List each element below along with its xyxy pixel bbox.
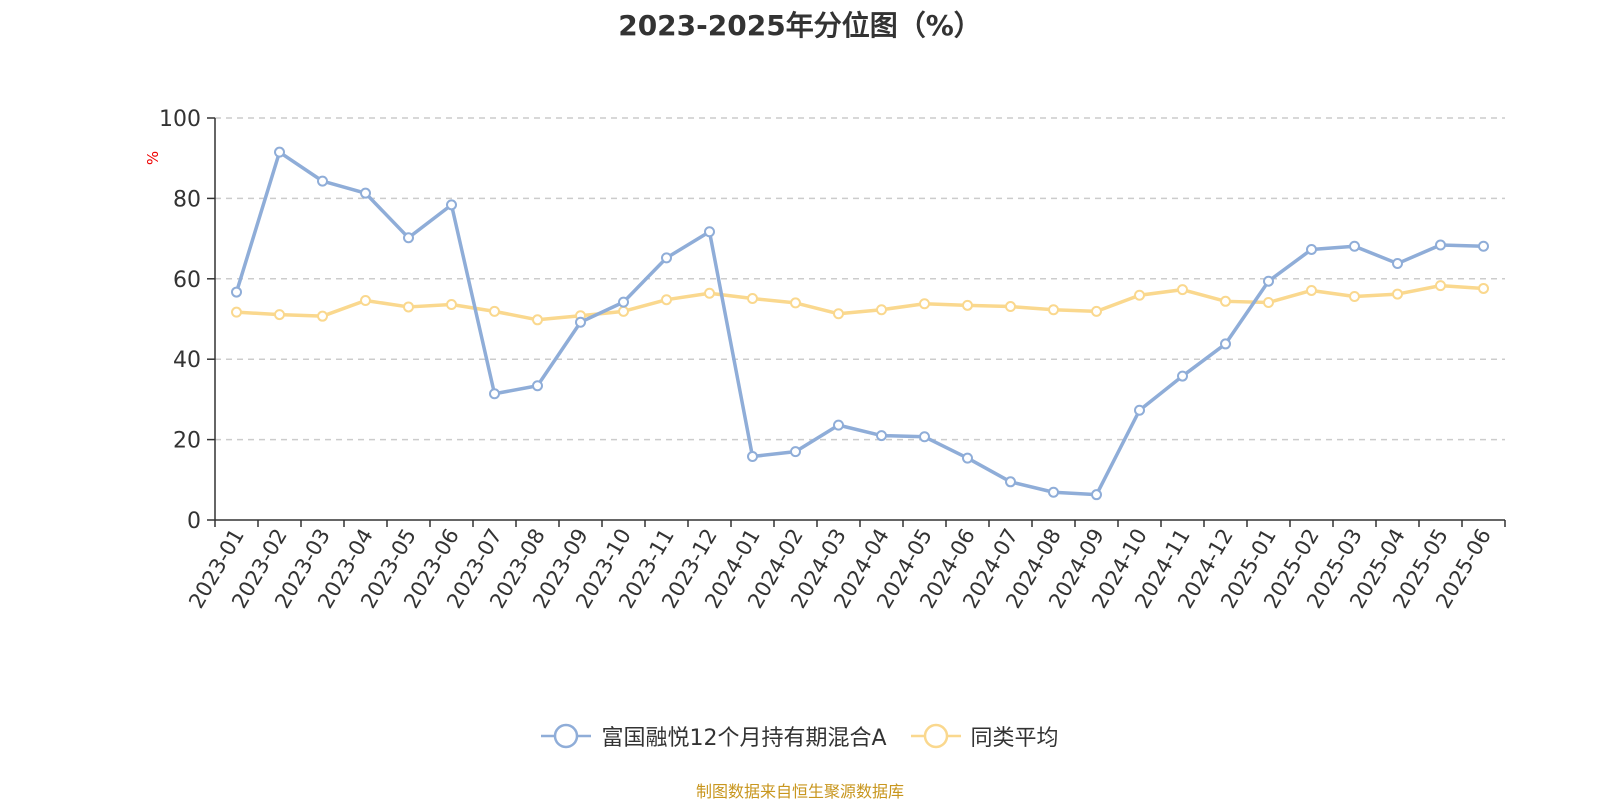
- data-point-series-1: [575, 316, 586, 328]
- series-line-1: [234, 150, 1484, 497]
- data-point-series-2: [704, 287, 715, 299]
- y-tick-label: 80: [173, 187, 201, 212]
- data-point-series-2: [360, 295, 371, 307]
- y-tick-label: 0: [187, 509, 201, 534]
- data-point-series-2: [231, 306, 242, 318]
- data-point-series-2: [833, 308, 844, 320]
- legend-swatch-marker: [923, 723, 948, 749]
- data-point-series-1: [618, 296, 629, 308]
- data-point-series-1: [1134, 404, 1145, 416]
- data-point-series-2: [317, 310, 328, 322]
- data-point-series-1: [1478, 240, 1489, 252]
- data-point-series-1: [1005, 476, 1016, 488]
- data-point-series-2: [1091, 305, 1102, 317]
- data-point-series-1: [790, 446, 801, 458]
- y-tick-label: 60: [173, 268, 201, 293]
- data-point-series-2: [489, 305, 500, 317]
- data-point-series-2: [1177, 284, 1188, 296]
- data-point-series-1: [274, 146, 285, 158]
- data-point-series-2: [1048, 304, 1059, 316]
- data-point-series-2: [1306, 284, 1317, 296]
- legend-swatch-marker: [554, 723, 579, 749]
- data-point-series-2: [403, 301, 414, 313]
- data-point-series-1: [1435, 239, 1446, 251]
- data-point-series-2: [876, 304, 887, 316]
- data-point-series-2: [1349, 290, 1360, 302]
- data-point-series-2: [919, 298, 930, 310]
- legend-swatch-series-1: [541, 723, 592, 749]
- legend-swatch-series-2: [910, 723, 961, 749]
- y-axis-label: %: [144, 151, 162, 165]
- series-line-2: [236, 283, 1484, 322]
- data-point-series-1: [833, 419, 844, 431]
- data-point-series-2: [1478, 282, 1489, 294]
- legend-label-series-1: 富国融悦12个月持有期混合A: [601, 726, 887, 751]
- y-tick-label: 40: [173, 348, 201, 373]
- data-point-series-1: [1091, 489, 1102, 501]
- data-point-series-2: [790, 297, 801, 309]
- data-point-series-2: [1435, 280, 1446, 292]
- data-point-series-1: [360, 187, 371, 199]
- legend: 富国融悦12个月持有期混合A 同类平均: [0, 720, 1600, 752]
- line-chart: 020406080100%2023-012023-022023-032023-0…: [144, 107, 1506, 612]
- data-point-series-1: [1306, 243, 1317, 255]
- y-tick-label: 100: [159, 107, 201, 132]
- data-point-series-1: [1392, 258, 1403, 270]
- chart-title: 2023-2025年分位图（%）: [618, 9, 982, 42]
- data-point-series-1: [876, 430, 887, 442]
- data-point-series-1: [1048, 486, 1059, 498]
- y-tick-label: 20: [173, 429, 201, 454]
- source-note: 制图数据来自恒生聚源数据库: [695, 782, 904, 801]
- data-point-series-2: [532, 314, 543, 326]
- data-point-series-2: [661, 294, 672, 306]
- data-point-series-2: [747, 292, 758, 304]
- data-point-series-1: [704, 226, 715, 238]
- data-point-series-2: [1134, 289, 1145, 301]
- data-point-series-1: [403, 232, 414, 244]
- data-point-series-1: [231, 286, 242, 298]
- data-point-series-1: [962, 452, 973, 464]
- data-point-series-1: [1220, 338, 1231, 350]
- data-point-series-1: [661, 252, 672, 264]
- data-point-series-1: [1177, 370, 1188, 382]
- data-point-series-1: [446, 199, 457, 211]
- data-point-series-1: [919, 431, 930, 443]
- data-point-series-1: [747, 450, 758, 462]
- data-point-series-1: [1349, 240, 1360, 252]
- data-point-series-1: [317, 175, 328, 187]
- data-point-series-2: [962, 299, 973, 311]
- data-point-series-2: [1005, 301, 1016, 313]
- data-point-series-2: [274, 309, 285, 321]
- data-point-series-1: [1263, 275, 1274, 287]
- legend-item-series-2[interactable]: 同类平均: [910, 720, 1059, 752]
- data-point-series-2: [1220, 295, 1231, 307]
- data-point-series-2: [446, 299, 457, 311]
- data-point-series-2: [1392, 288, 1403, 300]
- data-point-series-1: [489, 388, 500, 400]
- legend-item-series-1[interactable]: 富国融悦12个月持有期混合A: [541, 720, 887, 752]
- data-point-series-2: [1263, 297, 1274, 309]
- data-point-series-1: [532, 380, 543, 392]
- data-point-series-2: [618, 305, 629, 317]
- legend-label-series-2: 同类平均: [970, 726, 1059, 751]
